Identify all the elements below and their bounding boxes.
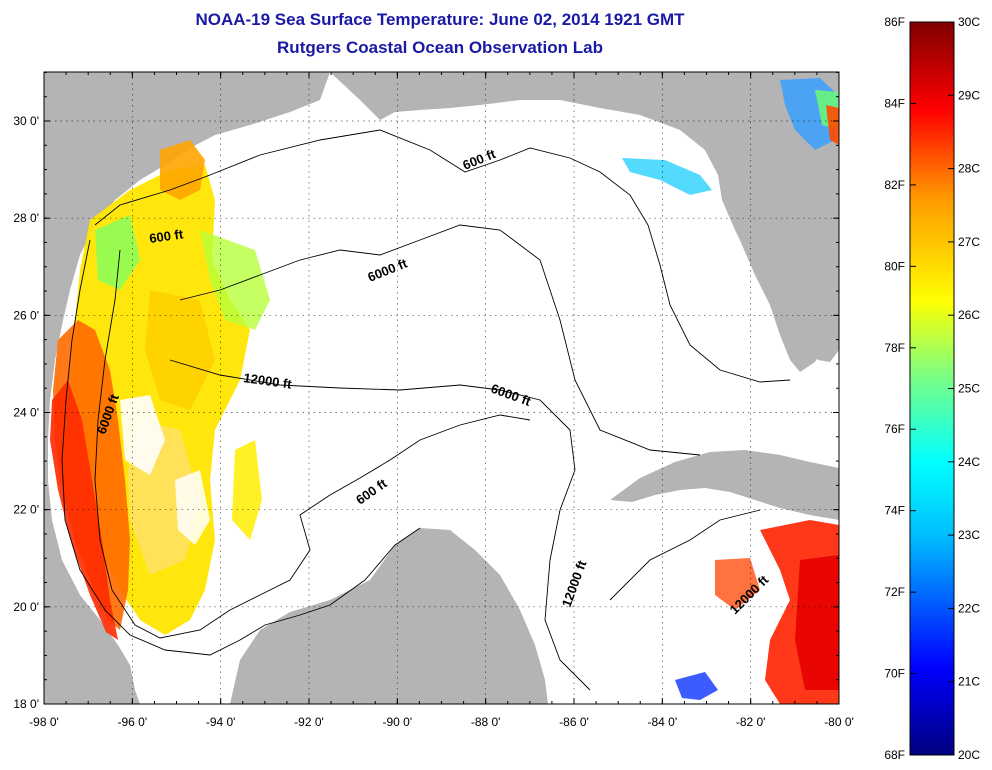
colorbar-f-label: 82F: [884, 178, 905, 192]
contour-600ft: [61, 129, 791, 656]
contour-6000ft: [94, 224, 701, 639]
depth-contours: [61, 129, 791, 691]
colorbar-c-label: 24C: [958, 455, 980, 469]
colorbar-f-label: 80F: [884, 259, 905, 273]
colorbar-c-label: 27C: [958, 235, 980, 249]
x-tick-label: -86 0': [559, 715, 589, 729]
land-cuba: [610, 450, 839, 520]
contour-label: 12000 ft: [243, 370, 294, 392]
x-tick-label: -94 0': [206, 715, 236, 729]
x-tick-label: -96 0': [118, 715, 148, 729]
land-mexico-texas: [44, 72, 330, 704]
colorbar: [909, 21, 955, 756]
y-tick-label: 24 0': [13, 406, 39, 420]
map-title: NOAA-19 Sea Surface Temperature: June 02…: [195, 10, 685, 29]
y-tick-label: 18 0': [13, 697, 39, 711]
land-yucatan: [230, 528, 548, 704]
colorbar-c-label: 21C: [958, 675, 980, 689]
colorbar-c-label: 30C: [958, 15, 980, 29]
land-northern-gulf-coast: [330, 72, 839, 362]
y-axis-labels: 30 0' 28 0' 26 0' 24 0' 22 0' 20 0' 18 0': [13, 114, 39, 711]
colorbar-f-label: 68F: [884, 748, 905, 762]
colorbar-celsius-labels: 30C 29C 28C 27C 26C 25C 24C 23C 22C 21C 20C: [948, 15, 980, 762]
colorbar-f-label: 86F: [884, 15, 905, 29]
map-subtitle: Rutgers Coastal Ocean Observation Lab: [277, 38, 603, 57]
land-florida: [718, 72, 839, 372]
colorbar-f-label: 70F: [884, 667, 905, 681]
colorbar-c-label: 26C: [958, 308, 980, 322]
graticule: [44, 72, 839, 704]
x-tick-label: -92 0': [294, 715, 324, 729]
x-tick-label: -90 0': [383, 715, 413, 729]
colorbar-c-label: 20C: [958, 748, 980, 762]
contour-label: 600 ft: [148, 226, 184, 246]
contour-12000ft: [169, 359, 761, 691]
x-axis-labels: -98 0' -96 0' -94 0' -92 0' -90 0' -88 0' -86 …: [29, 715, 854, 729]
colorbar-f-label: 78F: [884, 341, 905, 355]
x-tick-label: -84 0': [648, 715, 678, 729]
colorbar-fahrenheit-labels: 86F 84F 82F 80F 78F 76F 74F 72F 70F 68F: [884, 15, 916, 762]
colorbar-f-label: 84F: [884, 96, 905, 110]
sst-data: [50, 78, 839, 704]
colorbar-f-label: 76F: [884, 422, 905, 436]
x-tick-label: -80 0': [824, 715, 854, 729]
x-tick-label: -82 0': [736, 715, 766, 729]
land-masses: [44, 72, 839, 704]
y-tick-label: 28 0': [13, 211, 39, 225]
axis-ticks: [43, 71, 840, 705]
y-tick-label: 30 0': [13, 114, 39, 128]
y-tick-label: 20 0': [13, 600, 39, 614]
y-tick-label: 22 0': [13, 503, 39, 517]
colorbar-c-label: 25C: [958, 382, 980, 396]
colorbar-f-label: 74F: [884, 504, 905, 518]
colorbar-c-label: 28C: [958, 162, 980, 176]
x-tick-label: -88 0': [471, 715, 501, 729]
colorbar-c-label: 22C: [958, 601, 980, 615]
y-tick-label: 26 0': [13, 308, 39, 322]
colorbar-f-label: 72F: [884, 585, 905, 599]
colorbar-c-label: 29C: [958, 88, 980, 102]
colorbar-c-label: 23C: [958, 528, 980, 542]
x-tick-label: -98 0': [29, 715, 59, 729]
